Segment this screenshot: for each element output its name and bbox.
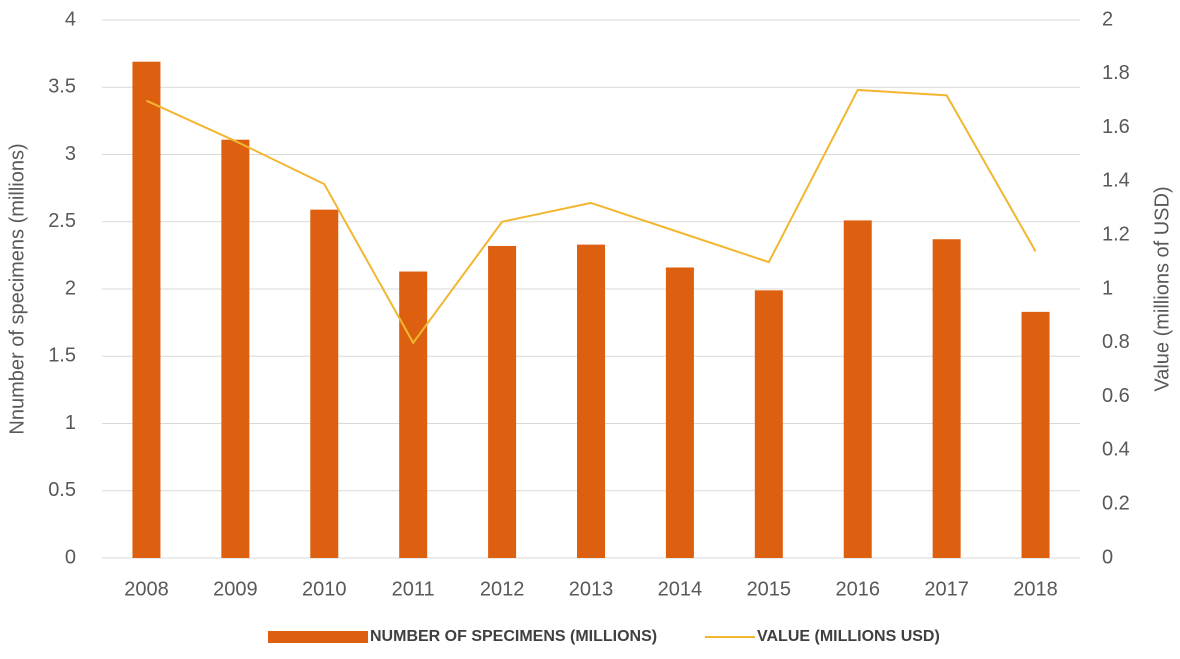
bar: [132, 61, 161, 558]
y-tick-label: 2: [65, 277, 76, 299]
bar: [843, 220, 872, 558]
y2-tick-label: 1: [1102, 277, 1113, 299]
y-tick-label: 0: [65, 546, 76, 568]
y2-tick-label: 1.6: [1102, 116, 1130, 138]
y-tick-label: 3: [65, 143, 76, 165]
x-tick-label: 2013: [569, 578, 614, 600]
bar: [932, 239, 961, 559]
y-tick-label: 0.5: [48, 479, 76, 501]
bar: [488, 245, 517, 558]
x-tick-label: 2010: [302, 578, 347, 600]
x-tick-label: 2015: [747, 578, 792, 600]
x-tick-label: 2014: [658, 578, 703, 600]
y-tick-label: 3.5: [48, 76, 76, 98]
y2-tick-label: 1.8: [1102, 62, 1130, 84]
bar: [665, 267, 694, 558]
y-tick-label: 2.5: [48, 210, 76, 232]
y2-tick-label: 1.4: [1102, 170, 1130, 192]
bar: [754, 290, 783, 558]
y2-tick-label: 0.2: [1102, 492, 1130, 514]
y2-tick-label: 0: [1102, 546, 1113, 568]
y2-tick-label: 0.4: [1102, 439, 1130, 461]
x-tick-label: 2016: [835, 578, 880, 600]
y-tick-label: 1: [65, 412, 76, 434]
legend-label: VALUE (MILLIONS USD): [757, 628, 940, 645]
y2-axis-title: Value (millions of USD): [1151, 186, 1173, 391]
x-tick-label: 2009: [213, 578, 258, 600]
legend-label: NUMBER OF SPECIMENS (MILLIONS): [370, 628, 657, 645]
bar: [399, 271, 428, 558]
y-tick-label: 4: [65, 8, 76, 30]
bar: [310, 209, 339, 558]
y2-tick-label: 0.8: [1102, 331, 1130, 353]
legend-swatch: [268, 631, 368, 643]
x-tick-label: 2017: [924, 578, 969, 600]
x-tick-label: 2011: [392, 578, 435, 600]
x-tick-label: 2008: [124, 578, 169, 600]
y2-tick-label: 0.6: [1102, 385, 1130, 407]
x-tick-label: 2018: [1013, 578, 1058, 600]
y-axis-title: Nnumber of specimens (millions): [6, 143, 28, 434]
bar: [577, 244, 605, 559]
bar: [221, 139, 250, 558]
y-tick-label: 1.5: [48, 345, 76, 367]
y2-tick-label: 2: [1102, 8, 1113, 30]
line: [146, 88, 1037, 345]
y2-tick-label: 1.2: [1102, 223, 1130, 245]
x-tick-label: 2012: [480, 578, 525, 600]
bar: [1021, 311, 1050, 558]
